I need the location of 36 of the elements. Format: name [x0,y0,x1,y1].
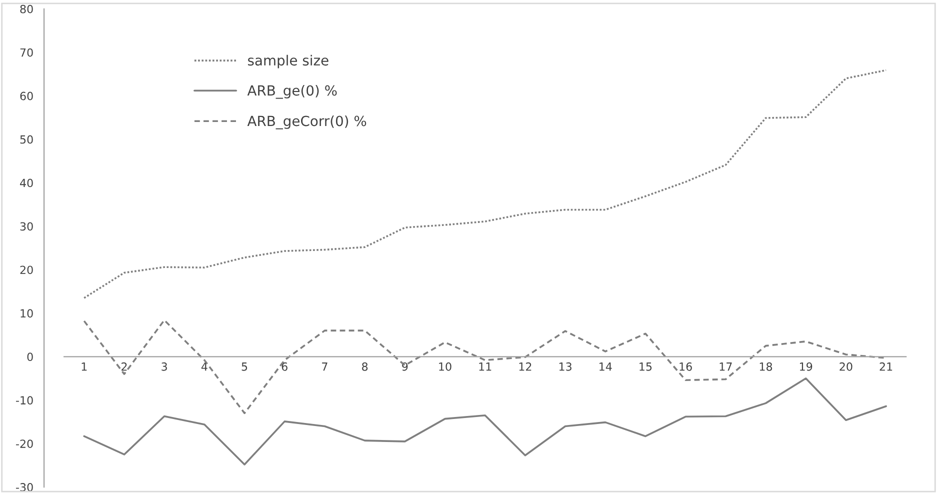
x-tick-label: 18 [760,362,772,371]
y-tick-label: 0 [27,352,33,362]
x-tick-label: 6 [282,362,288,371]
legend-label: ARB_ge(0) % [247,84,337,99]
y-tick-label: 60 [20,92,33,100]
y-tick-label: 70 [20,48,33,57]
x-tick-label: 3 [162,362,167,371]
x-tick-label: 11 [479,362,492,371]
x-tick-label: 19 [800,362,812,371]
line-series [83,69,887,299]
legend-label: ARB_geCorr(0) % [247,115,366,130]
x-tick-label: 2 [122,362,127,371]
x-tick-label: 10 [439,362,452,371]
y-tick-label: 50 [20,135,33,144]
y-tick-label: 20 [20,266,33,274]
x-tick-label: 20 [840,362,852,371]
y-tick-label: 80 [20,4,33,14]
legend-label: sample size [248,54,328,68]
x-tick-label: 17 [720,362,732,371]
line-series [83,377,887,466]
x-tick-label: 5 [242,362,248,371]
y-tick-label: 10 [20,309,33,318]
x-tick-label: 16 [680,362,692,371]
x-tick-label: 15 [640,362,652,371]
x-tick-label: 4 [201,362,208,371]
x-tick-label: 21 [880,362,892,371]
x-tick-label: 1 [82,362,87,371]
y-tick-label: 30 [20,222,33,231]
y-tick-label: -10 [16,396,33,405]
x-tick-label: 7 [322,362,328,371]
x-tick-label: 12 [519,362,532,371]
y-tick-label: -20 [16,440,33,448]
x-tick-label: 13 [559,362,572,371]
x-tick-label: 14 [600,362,612,371]
x-tick-label: 8 [362,362,368,371]
y-tick-label: 40 [20,178,33,188]
